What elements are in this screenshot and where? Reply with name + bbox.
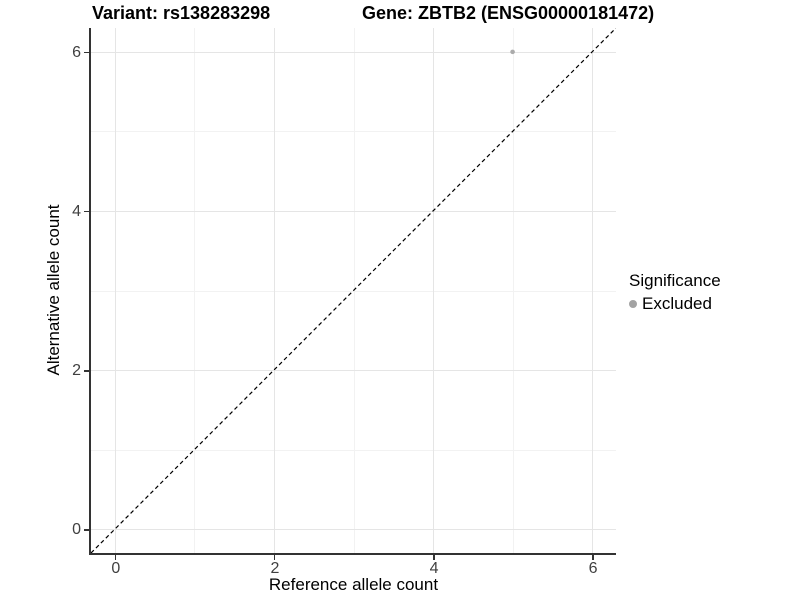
x-tick-label: 4	[429, 560, 439, 577]
x-tick-mark	[592, 555, 594, 560]
identity-dashed-line	[91, 28, 616, 553]
y-tick-label: 0	[72, 521, 81, 539]
y-tick-mark	[84, 529, 89, 531]
gridline-y-minor	[91, 131, 616, 133]
y-tick-label: 6	[72, 43, 81, 61]
data-point	[510, 49, 515, 55]
x-axis-line	[89, 553, 616, 555]
x-tick-label: 0	[111, 560, 121, 577]
legend-point-icon	[629, 300, 637, 308]
gridline-y-major	[91, 210, 616, 212]
gridline-x-major	[433, 28, 435, 553]
y-tick-label: 4	[72, 202, 81, 220]
y-tick-mark	[84, 51, 89, 54]
plot-title-variant: Variant: rs138283298	[92, 3, 271, 23]
x-axis-title: Reference allele count	[268, 575, 439, 594]
gridline-x-major	[592, 28, 594, 553]
y-axis-title: Alternative allele count	[44, 204, 63, 376]
legend: Significance Excluded	[629, 271, 721, 314]
gridline-y-major	[91, 51, 616, 53]
panel-overlay	[91, 28, 616, 553]
gridline-y-minor	[91, 290, 616, 292]
gridline-x-major	[114, 28, 116, 553]
legend-title: Significance	[629, 271, 721, 290]
x-tick-label: 6	[588, 560, 598, 577]
y-tick-mark	[84, 370, 89, 372]
y-tick-label: 2	[72, 362, 81, 380]
plot-title-gene: Gene: ZBTB2 (ENSG00000181472)	[362, 3, 655, 23]
gridline-y-minor	[91, 449, 616, 451]
legend-item-excluded: Excluded	[629, 294, 721, 314]
gridline-y-major	[91, 370, 616, 372]
x-tick-label: 2	[270, 560, 280, 577]
y-axis-line	[89, 28, 91, 555]
gridline-y-major	[91, 529, 616, 531]
x-tick-mark	[433, 555, 435, 560]
x-tick-mark	[273, 555, 276, 560]
gridline-x-major	[273, 28, 275, 553]
y-tick-mark	[84, 210, 89, 213]
x-tick-mark	[114, 555, 117, 560]
legend-item-label: Excluded	[642, 294, 712, 313]
